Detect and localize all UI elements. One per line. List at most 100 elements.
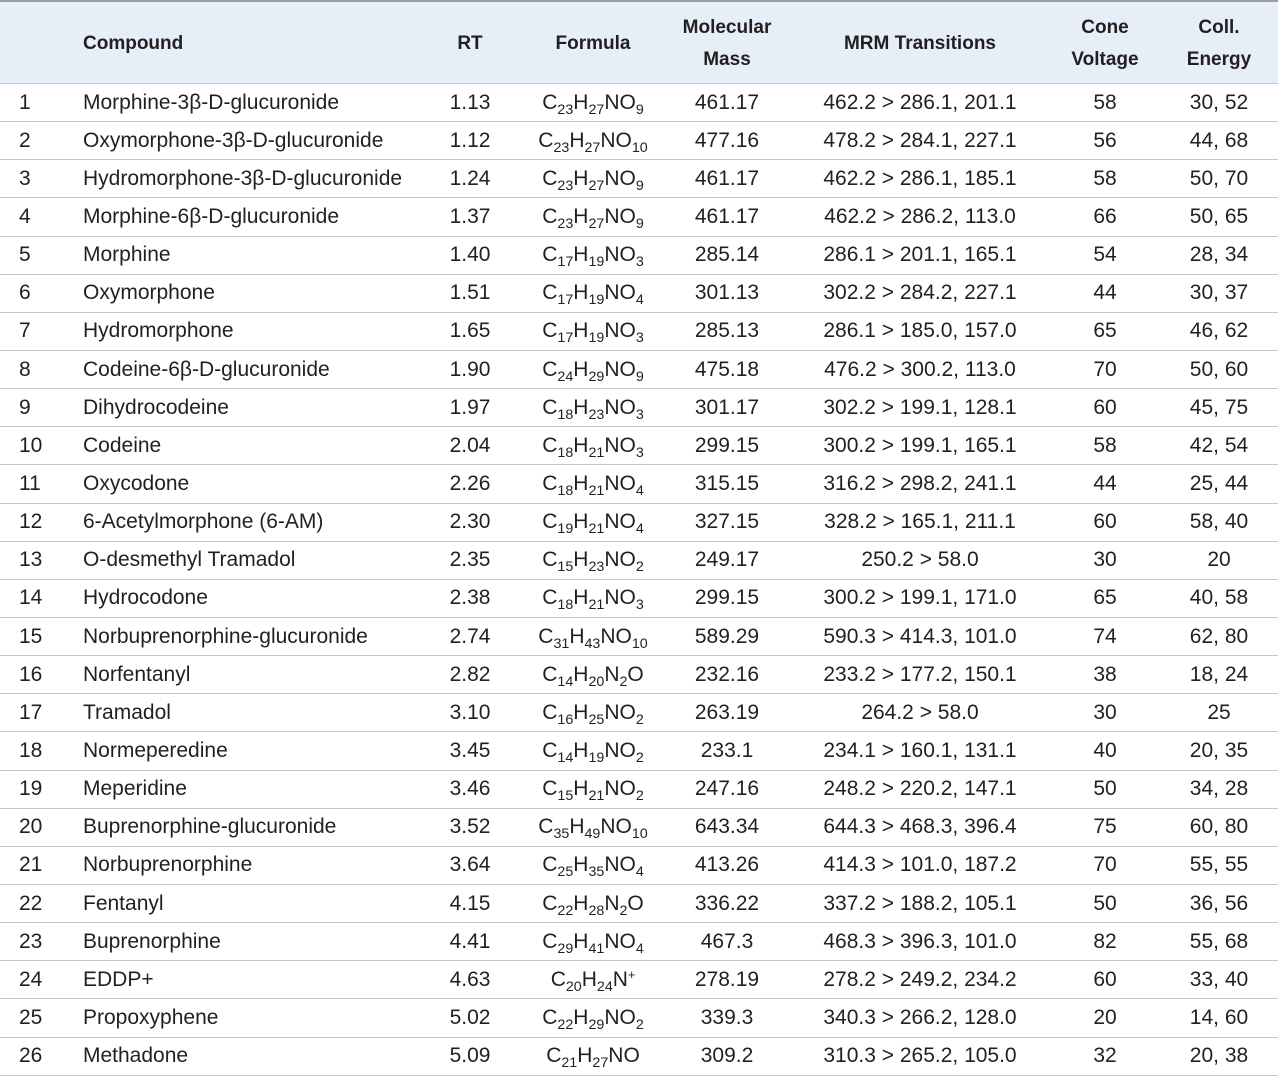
compound-name: Codeine-6β-D-glucuronide xyxy=(83,357,330,381)
retention-time: 2.82 xyxy=(449,662,491,686)
compound-name: Methadone xyxy=(83,1044,189,1068)
retention-time: 2.30 xyxy=(449,510,491,534)
formula: C20H24N+ xyxy=(550,967,636,995)
compound-name: Norbuprenorphine xyxy=(83,853,253,877)
compound-name: Dihydrocodeine xyxy=(83,395,229,419)
molecular-mass: 339.3 xyxy=(700,1005,754,1029)
mrm-transitions: 590.3 > 414.3, 101.0 xyxy=(823,624,1017,648)
molecular-mass: 301.13 xyxy=(694,281,760,305)
retention-time: 3.10 xyxy=(449,700,491,724)
header-cone-voltage-line-1: Cone xyxy=(1081,16,1129,38)
collision-energy: 20, 35 xyxy=(1189,738,1249,762)
table-row: 18 Normeperedine 3.45 C14H19NO2 233.1 234.1 >… xyxy=(0,732,1278,771)
mrm-transitions: 328.2 > 165.1, 211.1 xyxy=(824,510,1016,534)
compound-name: Norbuprenorphine-glucuronide xyxy=(83,624,368,648)
retention-time: 4.15 xyxy=(449,891,491,915)
header-compound: Compound xyxy=(83,32,184,54)
table-row: 13 O-desmethyl Tramadol 2.35 C15H23NO2 249.1… xyxy=(0,542,1278,580)
table-row: 14 Hydrocodone 2.38 C18H21NO3 299.15 300.2 > … xyxy=(0,580,1278,618)
formula: C21H27NO xyxy=(546,1044,640,1071)
mrm-transitions: 286.1 > 201.1, 165.1 xyxy=(823,243,1017,267)
table-row: 5 Morphine 1.40 C17H19NO3 285.14 286.1 > 201.… xyxy=(0,237,1278,275)
collision-energy: 30, 37 xyxy=(1189,281,1249,305)
row-number: 4 xyxy=(19,204,31,228)
formula: C22H28N2O xyxy=(542,891,644,919)
collision-energy: 55, 55 xyxy=(1189,853,1249,877)
compound-name: Propoxyphene xyxy=(83,1005,219,1029)
row-number: 9 xyxy=(19,395,31,419)
retention-time: 2.26 xyxy=(449,471,491,495)
formula: C14H19NO2 xyxy=(542,738,644,766)
table-row: 21 Norbuprenorphine 3.64 C25H35NO4 413.26 414… xyxy=(0,847,1278,885)
row-number: 10 xyxy=(19,433,43,457)
mrm-transitions: 310.3 > 265.2, 105.0 xyxy=(823,1044,1017,1068)
table-row: 16 Norfentanyl 2.82 C14H20N2O 232.16 233.2 > … xyxy=(0,656,1278,695)
compound-name: Hydromorphone xyxy=(83,319,234,343)
molecular-mass: 285.13 xyxy=(694,319,760,343)
molecular-mass: 461.17 xyxy=(694,166,760,190)
formula: C15H23NO2 xyxy=(542,548,644,576)
table-row: 22 Fentanyl 4.15 C22H28N2O 336.22 337.2 > 188… xyxy=(0,885,1278,924)
compound-name: Buprenorphine xyxy=(83,929,221,953)
retention-time: 2.74 xyxy=(449,624,491,648)
mrm-transitions: 248.2 > 220.2, 147.1 xyxy=(823,777,1017,801)
header-cone-voltage-line-2: Voltage xyxy=(1071,48,1139,70)
formula: C18H23NO3 xyxy=(542,395,644,423)
cone-voltage: 60 xyxy=(1093,510,1117,534)
molecular-mass: 413.26 xyxy=(694,853,760,877)
header-rt: RT xyxy=(457,32,483,54)
retention-time: 4.63 xyxy=(449,967,491,991)
compound-name: Buprenorphine-glucuronide xyxy=(83,815,337,839)
compound-name: Norfentanyl xyxy=(83,662,191,686)
row-number: 25 xyxy=(19,1005,43,1029)
collision-energy: 50, 70 xyxy=(1189,166,1249,190)
formula: C22H29NO2 xyxy=(542,1005,644,1033)
retention-time: 1.37 xyxy=(449,204,491,228)
molecular-mass: 467.3 xyxy=(700,929,754,953)
table-row: 15 Norbuprenorphine-glucuronide 2.74 C31H43… xyxy=(0,618,1278,657)
cone-voltage: 40 xyxy=(1093,738,1117,762)
collision-energy: 14, 60 xyxy=(1189,1005,1249,1029)
cone-voltage: 50 xyxy=(1093,891,1117,915)
cone-voltage: 60 xyxy=(1093,967,1117,991)
table-row: 7 Hydromorphone 1.65 C17H19NO3 285.13 286.1 >… xyxy=(0,313,1278,351)
row-number: 26 xyxy=(19,1044,43,1068)
row-number: 18 xyxy=(19,738,43,762)
row-number: 19 xyxy=(19,777,43,801)
molecular-mass: 475.18 xyxy=(694,357,760,381)
retention-time: 1.12 xyxy=(449,128,491,152)
molecular-mass: 249.17 xyxy=(694,548,760,572)
mrm-transitions: 250.2 > 58.0 xyxy=(861,548,979,572)
molecular-mass: 336.22 xyxy=(694,891,760,915)
collision-energy: 18, 24 xyxy=(1189,662,1249,686)
molecular-mass: 299.15 xyxy=(694,586,760,610)
retention-time: 1.13 xyxy=(449,90,491,114)
retention-time: 4.41 xyxy=(449,929,491,953)
formula: C35H49NO10 xyxy=(538,815,648,843)
mrm-transitions: 300.2 > 199.1, 165.1 xyxy=(823,433,1017,457)
retention-time: 2.04 xyxy=(449,433,491,457)
collision-energy: 25, 44 xyxy=(1189,471,1249,495)
cone-voltage: 65 xyxy=(1093,586,1117,610)
row-number: 1 xyxy=(19,90,31,114)
mrm-transitions: 644.3 > 468.3, 396.4 xyxy=(823,815,1017,839)
row-number: 3 xyxy=(19,166,31,190)
collision-energy: 33, 40 xyxy=(1189,967,1249,991)
formula: C23H27NO9 xyxy=(542,90,644,118)
formula: C18H21NO4 xyxy=(542,471,644,499)
collision-energy: 46, 62 xyxy=(1189,319,1249,343)
table-row: 25 Propoxyphene 5.02 C22H29NO2 339.3 340.3 > … xyxy=(0,999,1278,1038)
collision-energy: 20, 38 xyxy=(1189,1044,1249,1068)
table-body: 1 Morphine-3β-D-glucuronide 1.13 C23H27NO9 4… xyxy=(0,84,1278,1076)
compound-name: Morphine xyxy=(83,243,171,267)
table-row: 10 Codeine 2.04 C18H21NO3 299.15 300.2 > 199.… xyxy=(0,427,1278,466)
row-number: 7 xyxy=(19,319,31,343)
row-number: 17 xyxy=(19,700,43,724)
table-row: 23 Buprenorphine 4.41 C29H41NO4 467.3 468.3 >… xyxy=(0,923,1278,962)
cone-voltage: 65 xyxy=(1093,319,1117,343)
mrm-transitions: 476.2 > 300.2, 113.0 xyxy=(824,357,1016,381)
collision-energy: 40, 58 xyxy=(1189,586,1249,610)
row-number: 22 xyxy=(19,891,43,915)
table-row: 4 Morphine-6β-D-glucuronide 1.37 C23H27NO9 4… xyxy=(0,198,1278,237)
